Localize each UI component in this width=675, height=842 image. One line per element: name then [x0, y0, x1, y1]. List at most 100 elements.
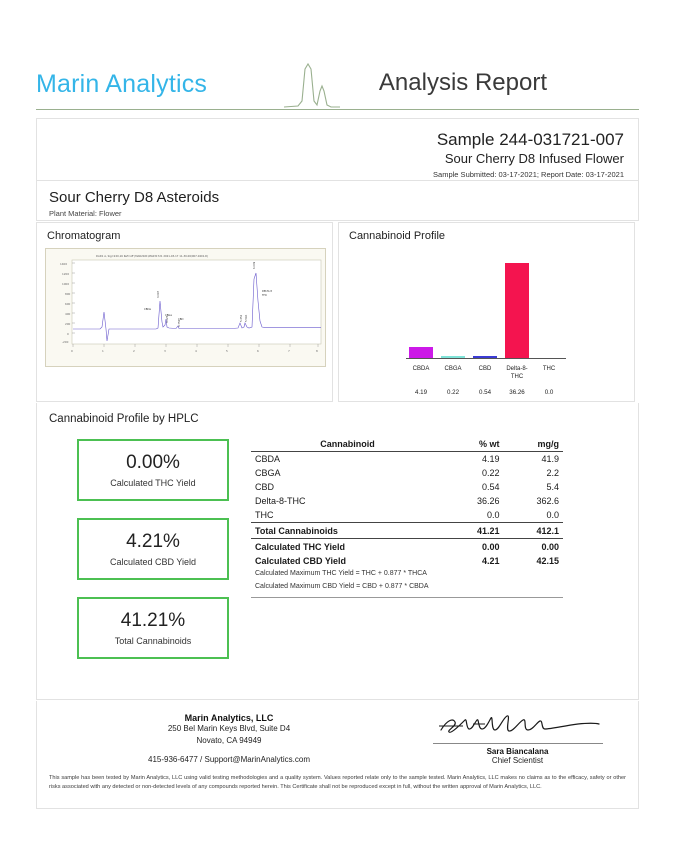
cell-pct: 36.26	[476, 496, 500, 506]
svg-text:1000: 1000	[62, 282, 69, 286]
table-row: Total Cannabinoids 41.21 412.1	[251, 522, 563, 539]
cell-pct: 0.0	[486, 510, 500, 520]
table-header: Cannabinoid % wt mg/g	[251, 437, 563, 452]
table-header-row: Cannabinoid % wt mg/g	[251, 437, 563, 452]
cell-pct: 41.21	[443, 522, 504, 539]
cell-name: Calculated CBD Yield	[255, 556, 347, 566]
svg-text:5: 5	[226, 349, 228, 353]
summary-label: Calculated THC Yield	[110, 477, 196, 488]
cell-pct: 0.00	[443, 538, 504, 554]
bar-column	[409, 346, 433, 358]
signer-name: Sara Biancalana	[486, 747, 549, 756]
hplc-section: Cannabinoid Profile by HPLC 0.00% Calcula…	[36, 403, 639, 700]
company-address-1: 250 Bel Marin Keys Blvd, Suite D4	[167, 724, 291, 733]
svg-text:3.097: 3.097	[156, 290, 160, 298]
cannabinoid-profile-panel: Cannabinoid Profile CBDA CBGA CBD Delta-8-T…	[338, 222, 635, 402]
bar-value-delta-8-thc: 36.26	[509, 389, 525, 396]
cell-name: CBD	[255, 482, 275, 492]
svg-text:0: 0	[67, 332, 69, 336]
svg-text:1200: 1200	[62, 272, 69, 276]
brand-logo-text: Marin Analytics	[36, 70, 208, 98]
cell-mgg: 362.6	[536, 496, 559, 506]
svg-text:DELTA 8: DELTA 8	[262, 289, 272, 293]
bar-label-thc: THC	[542, 366, 556, 372]
table-row: Calculated CBD Yield 4.21 42.15	[251, 554, 563, 568]
table-row: CBDA 4.19 41.9	[251, 452, 563, 467]
product-header: Sour Cherry D8 Asteroids Plant Material:…	[36, 181, 639, 221]
signature-icon	[438, 715, 600, 733]
summary-box-0: 0.00% Calculated THC Yield	[77, 439, 229, 501]
bar-value-cbda: 4.19	[414, 389, 428, 396]
cell-mgg: 2.2	[546, 468, 559, 478]
svg-text:7: 7	[288, 349, 290, 353]
product-material: Plant Material: Flower	[49, 209, 122, 218]
chromatogram-plot: DAD1 A, Sig=220,16 Ref=off (MAR2021\MA03…	[45, 248, 326, 367]
svg-text:5.352: 5.352	[239, 314, 243, 322]
svg-text:3.756: 3.756	[177, 319, 181, 327]
col-header-cannabinoid: Cannabinoid	[320, 439, 375, 449]
summary-value: 0.00%	[126, 452, 180, 474]
bar-label-delta-8-thc: Delta-8-THC	[506, 366, 528, 380]
svg-text:400: 400	[65, 312, 71, 316]
cell-pct: 0.22	[481, 468, 500, 478]
table-row: CBGA 0.22 2.2	[251, 466, 563, 480]
svg-text:CBGa: CBGa	[165, 313, 172, 317]
cell-pct: 4.19	[481, 454, 500, 464]
summary-value: 41.21%	[120, 610, 186, 632]
bar-label-cbga: CBGA	[444, 366, 462, 372]
cannabinoid-table: Cannabinoid % wt mg/g CBDA 4.19 41.9 CBGA 0.…	[251, 437, 563, 568]
hplc-section-title: Cannabinoid Profile by HPLC	[49, 413, 199, 425]
svg-text:800: 800	[65, 292, 71, 296]
bar-value-cbga: 0.22	[446, 389, 460, 396]
cell-name: Delta-8-THC	[255, 496, 306, 506]
formula-notes: Calculated Maximum THC Yield = THC + 0.8…	[251, 568, 563, 593]
formula-note: Calculated Maximum CBD Yield = CBD + 0.8…	[255, 582, 429, 590]
svg-text:6.009: 6.009	[252, 261, 256, 269]
cell-name: CBGA	[255, 468, 281, 478]
bar-column	[441, 355, 465, 358]
svg-text:0: 0	[71, 349, 73, 353]
page-title: Analysis Report	[378, 69, 547, 96]
col-header-pct: % wt	[478, 439, 500, 449]
svg-text:DAD1 A, Sig=220,16 Ref=off (MA: DAD1 A, Sig=220,16 Ref=off (MAR2021\MA03…	[96, 254, 208, 258]
company-contact: 415-936-6477 / Support@MarinAnalytics.co…	[148, 754, 310, 764]
sample-name: Sour Cherry D8 Infused Flower	[444, 151, 624, 167]
svg-text:CBDa: CBDa	[144, 307, 151, 311]
svg-text:2: 2	[133, 349, 135, 353]
sample-dates: Sample Submitted: 03-17-2021; Report Dat…	[433, 170, 624, 180]
product-name: Sour Cherry D8 Asteroids	[49, 189, 220, 206]
cell-pct: 0.54	[481, 482, 500, 492]
summary-label: Total Cannabinoids	[114, 635, 192, 646]
svg-text:CBD: CBD	[178, 317, 183, 321]
bar-column	[473, 355, 497, 358]
company-address-2: Novato, CA 94949	[196, 736, 262, 746]
chromatogram-trace-svg: DAD1 A, Sig=220,16 Ref=off (MAR2021\MA03…	[46, 249, 325, 366]
summary-label: Calculated CBD Yield	[109, 556, 197, 567]
svg-text:1400: 1400	[60, 262, 67, 266]
chromatogram-panel: Chromatogram DAD1 A, Sig=220,16 Ref=off …	[36, 222, 333, 402]
disclaimer-text: This sample has been tested by Marin Ana…	[49, 775, 626, 790]
svg-text:THC: THC	[262, 293, 267, 297]
svg-text:600: 600	[65, 302, 71, 306]
chart-x-axis	[406, 358, 566, 359]
company-block: Marin Analytics, LLC 250 Bel Marin Keys …	[49, 711, 409, 765]
signature-line	[432, 743, 603, 744]
svg-text:1: 1	[102, 349, 104, 353]
report-header: Marin Analytics Analysis Report	[36, 0, 639, 110]
svg-text:200: 200	[65, 322, 71, 326]
chart-x-tick-labels: CBDA CBGA CBD Delta-8-THC THC	[409, 366, 562, 381]
cell-mgg: 42.15	[536, 556, 559, 566]
sample-id: Sample 244-031721-007	[436, 130, 624, 149]
signer-role: Chief Scientist	[491, 756, 544, 765]
svg-text:3.425: 3.425	[165, 315, 169, 323]
col-header-mgg: mg/g	[537, 439, 560, 449]
summary-box-1: 4.21% Calculated CBD Yield	[77, 518, 229, 580]
summary-boxes: 0.00% Calculated THC Yield 4.21% Calculated…	[49, 435, 229, 676]
cannabinoid-profile-title: Cannabinoid Profile	[349, 230, 446, 242]
cell-name: Calculated THC Yield	[251, 538, 444, 554]
bar-label-cbda: CBDA	[412, 366, 430, 372]
cell-name: Total Cannabinoids	[251, 522, 444, 539]
table-row: THC 0.0 0.0	[251, 508, 563, 523]
bar-value-cbd: 0.54	[478, 389, 492, 396]
